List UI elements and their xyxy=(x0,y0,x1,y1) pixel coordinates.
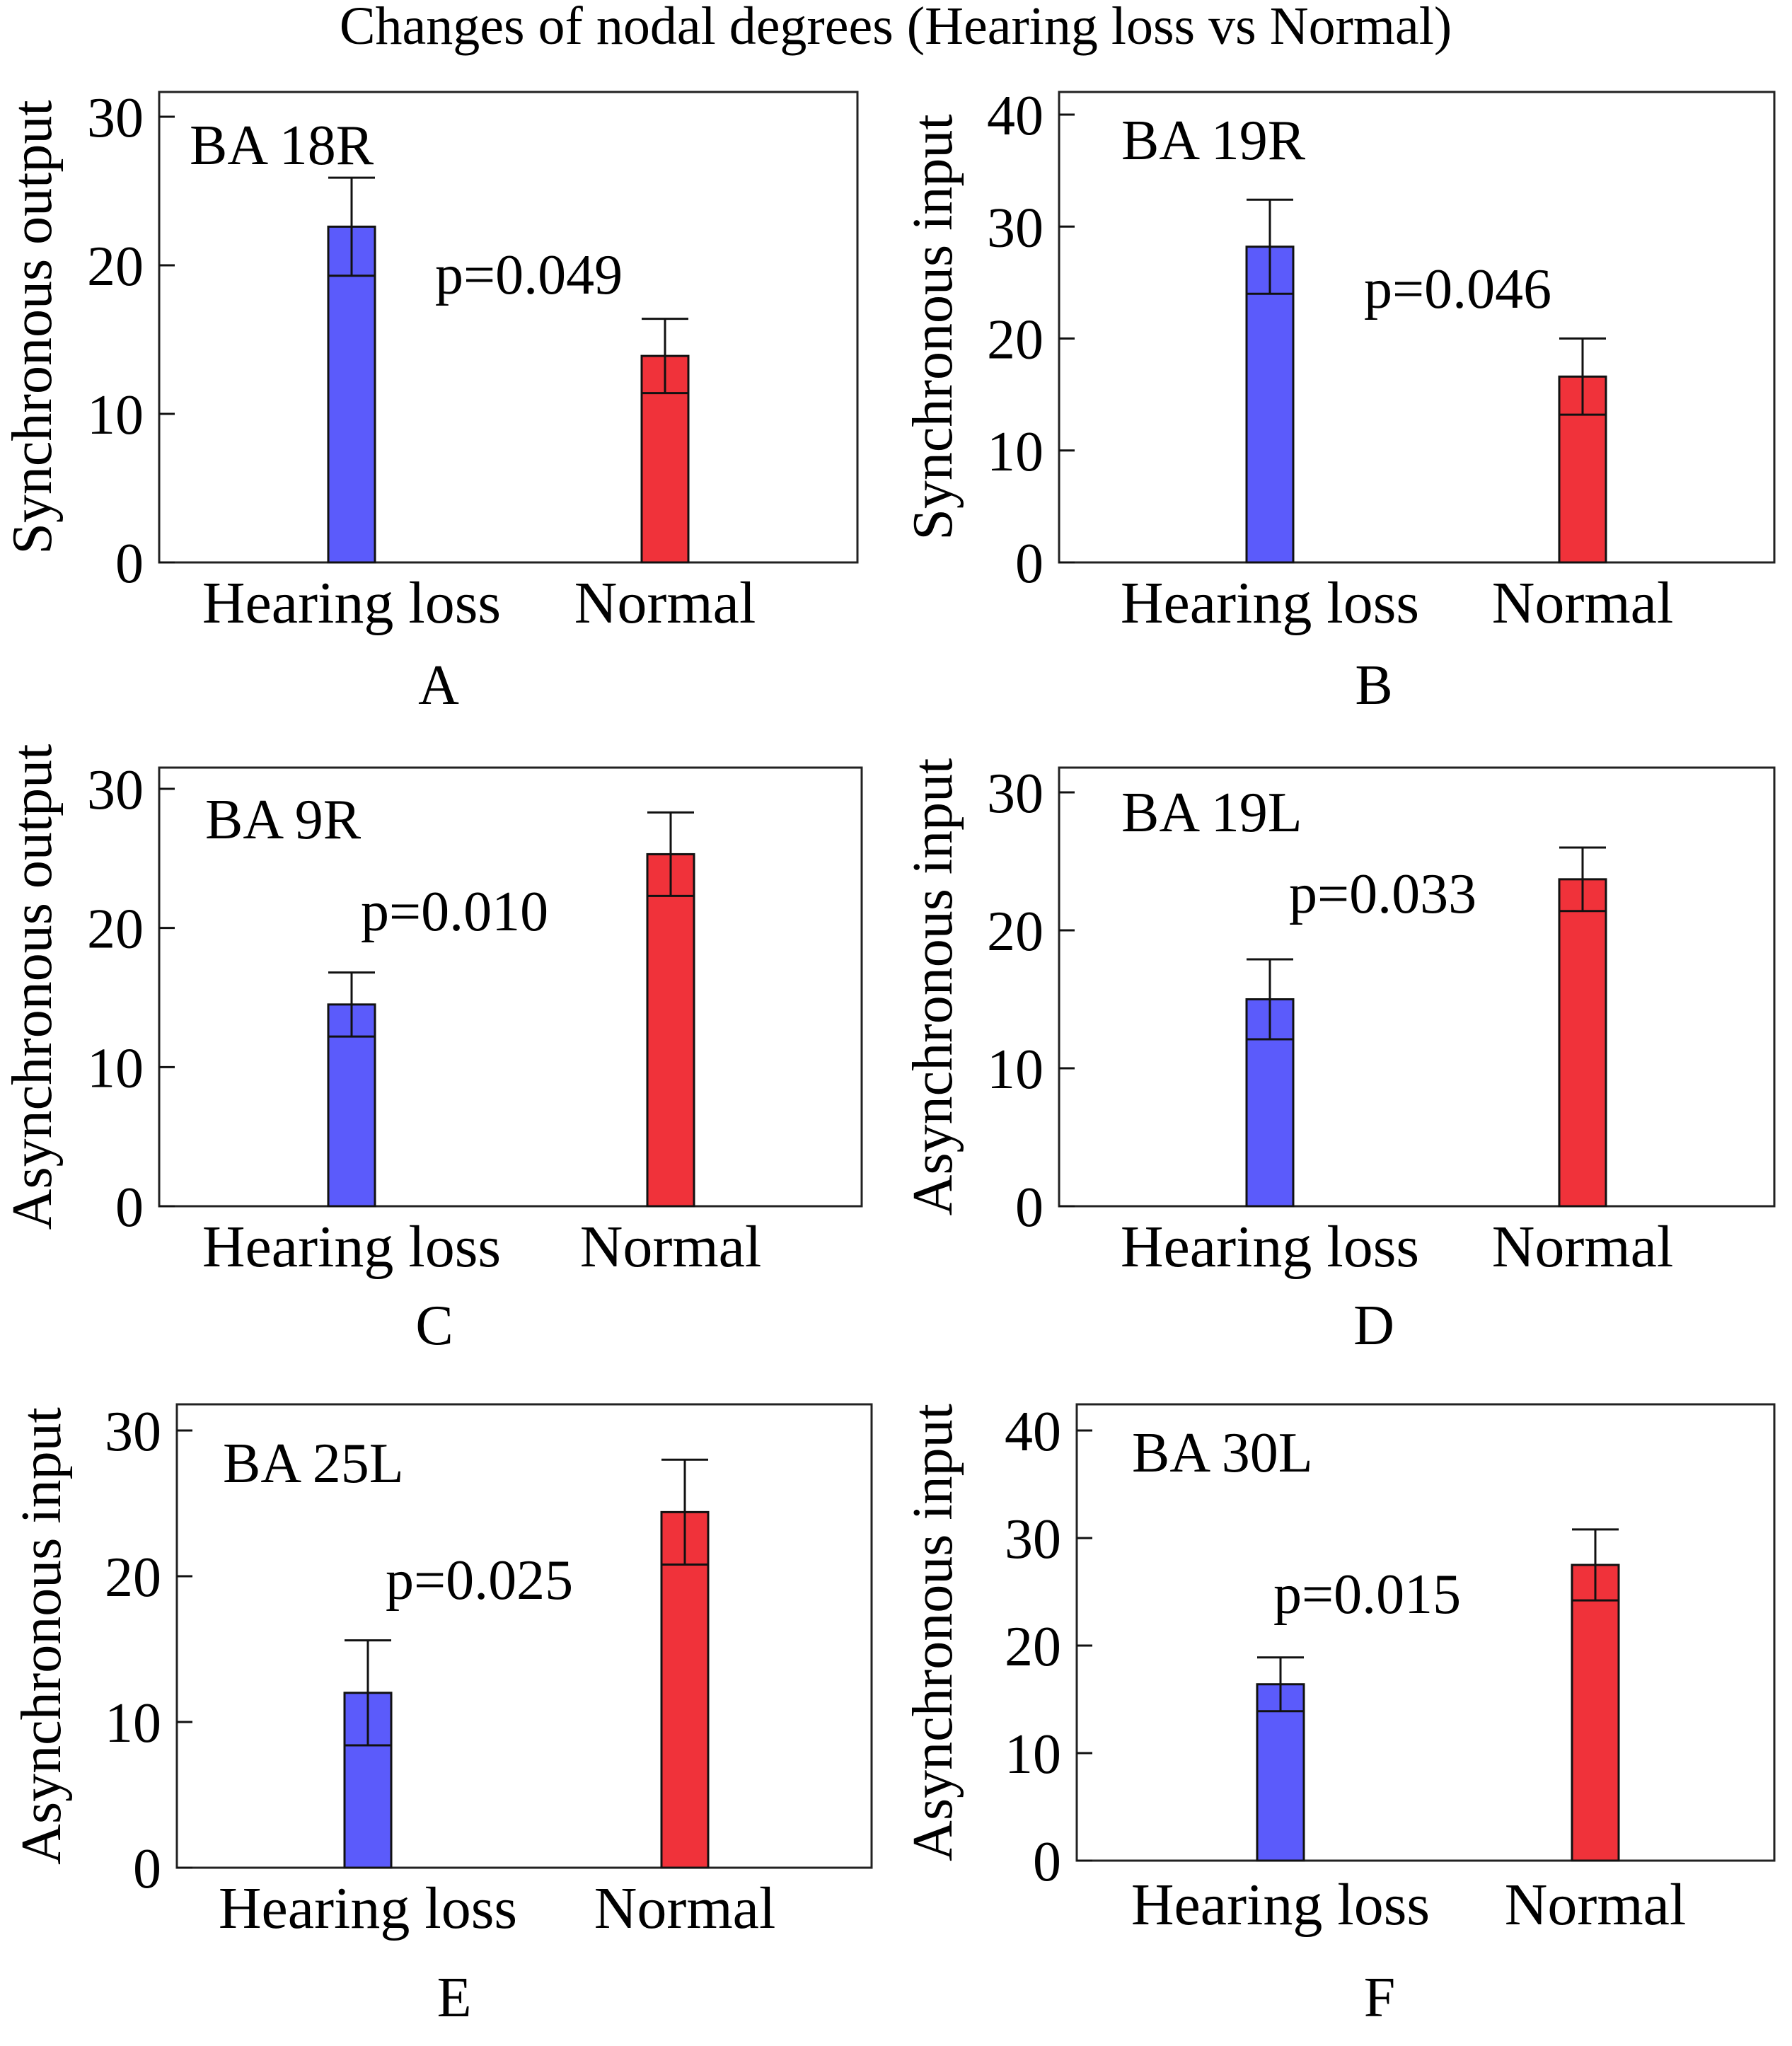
y-tick-label: 30 xyxy=(1005,1508,1061,1571)
y-tick-label: 30 xyxy=(87,87,144,149)
p-value-label: p=0.033 xyxy=(1289,863,1476,925)
region-label: BA 19R xyxy=(1121,110,1306,172)
p-value-label: p=0.025 xyxy=(386,1549,573,1612)
y-tick-label: 20 xyxy=(87,236,144,298)
y-tick-label: 0 xyxy=(1015,1177,1044,1239)
bar-normal xyxy=(660,1510,710,1869)
y-tick-label: 10 xyxy=(1005,1723,1061,1786)
region-label: BA 18R xyxy=(190,115,374,177)
panel-f: 0 10 20 30 40 Asynchronous input BA 30L p=0.015… xyxy=(902,1401,1776,2029)
region-label: BA 25L xyxy=(223,1433,404,1495)
panel-letter: A xyxy=(418,654,459,717)
y-tick-label: 20 xyxy=(987,309,1044,371)
bar-hearing-loss xyxy=(1245,245,1295,564)
y-tick-label: 0 xyxy=(1015,533,1044,595)
x-category-label: Normal xyxy=(1492,1214,1674,1280)
x-category-label: Hearing loss xyxy=(1131,1872,1430,1938)
panel-letter: E xyxy=(437,1967,472,2029)
y-tick-label: 0 xyxy=(1033,1831,1061,1893)
y-tick-label: 30 xyxy=(987,763,1044,825)
x-category-label: Hearing loss xyxy=(1121,570,1419,636)
y-tick-label: 10 xyxy=(987,1039,1044,1101)
x-category-label: Hearing loss xyxy=(1121,1214,1419,1280)
y-tick-label: 20 xyxy=(87,898,144,961)
bar-normal xyxy=(1558,878,1607,1208)
y-tick-label: 30 xyxy=(87,759,144,821)
p-value-label: p=0.010 xyxy=(361,881,548,943)
panel-d: 0 10 20 30 Asynchronous input BA 19L p=0.033 He… xyxy=(902,758,1776,1357)
bar-normal xyxy=(646,852,695,1208)
p-value-label: p=0.046 xyxy=(1364,258,1551,320)
y-tick-label: 20 xyxy=(1005,1616,1061,1678)
y-tick-label: 0 xyxy=(115,533,144,595)
y-tick-label: 30 xyxy=(987,197,1044,259)
bar-hearing-loss xyxy=(1256,1683,1305,1862)
x-category-label: Normal xyxy=(594,1876,776,1941)
y-tick-label: 0 xyxy=(115,1177,144,1239)
x-category-label: Hearing loss xyxy=(202,1214,501,1280)
y-axis-label: Asynchronous input xyxy=(902,758,964,1216)
y-axis-label: Synchronous input xyxy=(902,114,964,540)
plot-frame xyxy=(1058,91,1776,564)
y-tick-label: 20 xyxy=(987,901,1044,963)
y-axis-label: Asynchronous input xyxy=(902,1404,964,1861)
plot-frame xyxy=(158,766,863,1208)
bar-normal xyxy=(1571,1564,1620,1862)
bar-hearing-loss xyxy=(327,225,376,564)
y-tick-label: 10 xyxy=(87,1037,144,1099)
bar-hearing-loss xyxy=(327,1003,376,1208)
y-tick-label: 10 xyxy=(87,384,144,446)
plot-frame xyxy=(1075,1403,1776,1862)
y-tick-label: 40 xyxy=(1005,1401,1061,1463)
y-tick-label: 30 xyxy=(105,1401,161,1463)
x-category-label: Normal xyxy=(1505,1872,1687,1938)
p-value-label: p=0.015 xyxy=(1273,1564,1461,1626)
y-axis-label: Synchronous output xyxy=(1,100,64,554)
panel-letter: F xyxy=(1364,1967,1396,2029)
region-label: BA 30L xyxy=(1132,1422,1313,1484)
panel-b: 0 10 20 30 40 Synchronous input BA 19R p=0.046 H… xyxy=(902,85,1776,717)
y-axis-label: Asynchronous output xyxy=(1,744,64,1230)
panel-letter: B xyxy=(1355,654,1392,717)
plot-frame xyxy=(158,91,859,564)
y-tick-label: 10 xyxy=(105,1692,161,1755)
x-category-label: Hearing loss xyxy=(202,570,501,636)
panel-c: 0 10 20 30 Asynchronous output BA 9R p=0.010 He… xyxy=(1,744,863,1357)
y-axis-label: Asynchronous input xyxy=(11,1407,73,1865)
x-category-label: Normal xyxy=(580,1214,762,1280)
plot-frame xyxy=(1058,766,1776,1208)
panel-letter: D xyxy=(1353,1295,1394,1357)
y-tick-label: 20 xyxy=(105,1547,161,1609)
region-label: BA 19L xyxy=(1121,782,1302,844)
figure-title: Changes of nodal degrees (Hearing loss v… xyxy=(340,0,1452,56)
p-value-label: p=0.049 xyxy=(435,244,623,306)
plot-frame xyxy=(175,1403,873,1869)
panel-letter: C xyxy=(415,1295,453,1357)
x-category-label: Normal xyxy=(1492,570,1674,636)
region-label: BA 9R xyxy=(205,789,362,851)
y-tick-label: 40 xyxy=(987,85,1044,147)
y-tick-label: 0 xyxy=(133,1838,161,1900)
y-tick-label: 10 xyxy=(987,421,1044,483)
panel-e: 0 10 20 30 Asynchronous input BA 25L p=0.025 He… xyxy=(11,1401,873,2029)
x-category-label: Hearing loss xyxy=(219,1876,517,1941)
x-category-label: Normal xyxy=(574,570,756,636)
panel-a: 0 10 20 30 Synchronous output BA 18R p=0.049 He… xyxy=(1,87,859,717)
